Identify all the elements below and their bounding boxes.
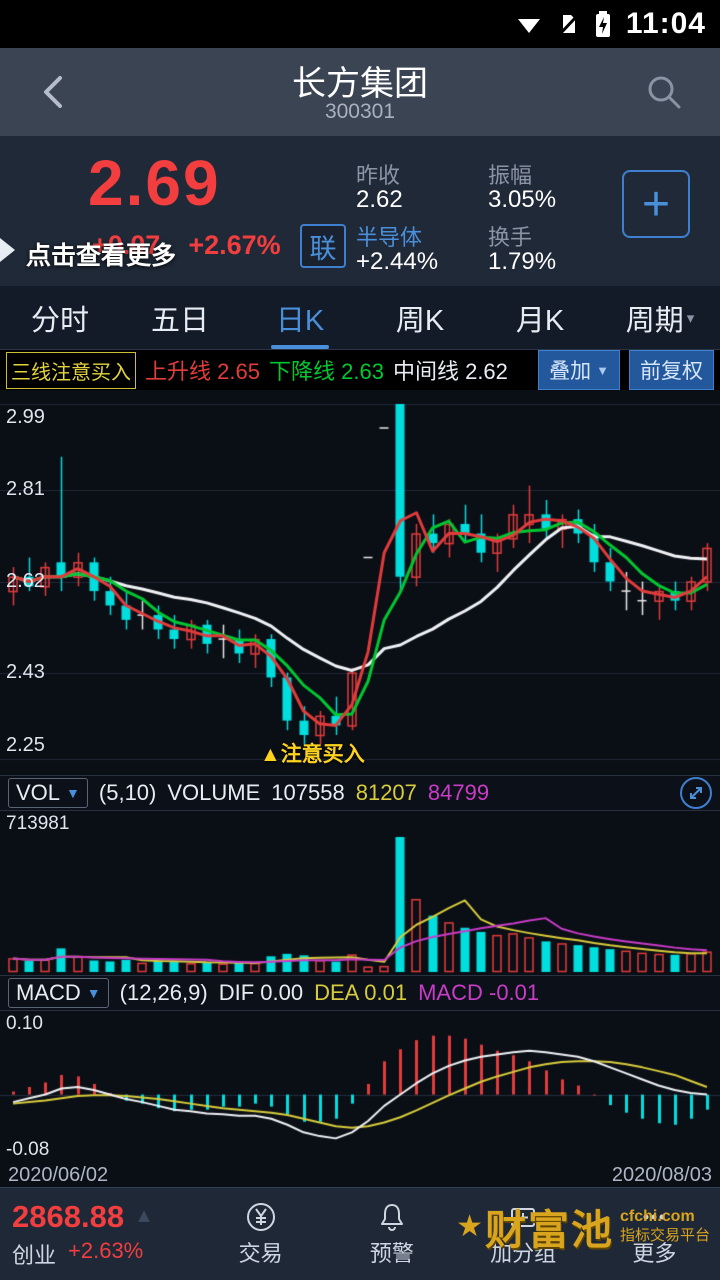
vol-indicator-selector[interactable]: VOL ▼ [8, 778, 88, 808]
macd-chart[interactable] [0, 1011, 720, 1163]
dif-pair: DIF 0.00 [218, 980, 304, 1005]
add-group-icon [507, 1201, 539, 1233]
status-bar: 11:04 [0, 0, 720, 48]
caret-down-icon: ▼ [86, 985, 101, 1001]
more-icon [638, 1201, 670, 1233]
buy-signal-marker: ▲注意买入 [260, 743, 365, 766]
up-line-label: 上升线 2.65 [145, 359, 260, 384]
quote-panel: 2.69 +0.07 +2.67% 点击查看更多 联 昨收 振幅 2.62 3.… [0, 136, 720, 286]
stat-value: 2.62 [356, 186, 403, 213]
volume-pane: 713981 [0, 811, 720, 975]
stat-value: 1.79% [488, 248, 557, 275]
macd-indicator-selector[interactable]: MACD ▼ [8, 978, 109, 1008]
down-line-label: 下降线 2.63 [268, 359, 384, 384]
vol-label: VOLUME [167, 780, 261, 805]
vol-value: 107558 [271, 780, 345, 805]
nav-item-trade[interactable]: 交易 [195, 1201, 326, 1268]
mid-line-label: 中间线 2.62 [392, 359, 508, 384]
price-axis-label: 2.81 [6, 478, 45, 500]
tab-zhouk[interactable]: 周K [395, 304, 445, 337]
add-to-watchlist-button[interactable]: + [622, 170, 690, 238]
stat-value: 3.05% [488, 186, 557, 213]
vol-header: VOL ▼ (5,10) VOLUME 107558 81207 84799 [0, 775, 720, 811]
volume-chart[interactable] [0, 811, 720, 975]
bottom-nav: 2868.88 ▲ 创业 +2.63% 交易 预警 加分组 更多 ★ 财富池 [0, 1187, 720, 1280]
tab-zhouqi[interactable]: 周期 ▾ [625, 304, 695, 337]
nav-item-add-group[interactable]: 加分组 [458, 1201, 589, 1268]
vol-params: (5,10) [98, 780, 157, 805]
tab-yuek[interactable]: 月K [515, 304, 565, 337]
change-amount: +0.07 [92, 230, 161, 260]
back-button[interactable] [32, 70, 76, 114]
adjust-mode-button[interactable]: 前复权 [629, 350, 714, 390]
bell-icon [376, 1201, 408, 1233]
tab-underline [271, 345, 329, 349]
index-quote[interactable]: 2868.88 ▲ 创业 +2.63% [0, 1199, 195, 1270]
index-name: 创业 [12, 1242, 57, 1268]
stat-label: 换手 [488, 225, 533, 250]
macd-top-label: 0.10 [6, 1013, 43, 1034]
clock-time: 11:04 [625, 7, 706, 40]
index-value: 2868.88 [12, 1198, 125, 1234]
sector-link[interactable]: 半导体 [356, 225, 423, 250]
kline-chart[interactable] [0, 390, 720, 775]
see-more-hint[interactable]: 点击查看更多 [26, 242, 177, 270]
battery-charging-icon [594, 10, 612, 38]
caret-down-icon: ▼ [66, 785, 80, 801]
caret-down-icon: ▼ [596, 362, 609, 378]
tab-fenshi[interactable]: 分时 [30, 304, 89, 337]
macd-params: (12,26,9) [119, 980, 208, 1005]
search-icon[interactable] [642, 70, 686, 114]
header: 长方集团 300301 [0, 48, 720, 136]
price-axis-label: 2.99 [6, 406, 45, 428]
stock-code: 300301 [324, 100, 396, 123]
vol-ma10-value: 84799 [427, 780, 490, 805]
hint-wedge-icon [0, 238, 15, 262]
macd-bottom-label: -0.08 [6, 1139, 50, 1160]
price-change: +0.07 +2.67% [92, 230, 281, 261]
indicator-bar: 三线注意买入 上升线 2.65 下降线 2.63 中间线 2.62 叠加 ▼ 前… [0, 350, 720, 390]
wifi-icon [516, 11, 542, 37]
date-axis: 2020/06/02 2020/08/03 [0, 1163, 720, 1187]
linked-stock-badge[interactable]: 联 [300, 224, 346, 268]
page-title: 长方集团 [292, 65, 428, 103]
price-axis-label: 2.43 [6, 661, 45, 683]
vol-ma5-value: 81207 [355, 780, 417, 805]
macd-pair: MACD -0.01 [418, 980, 540, 1005]
last-price: 2.69 [88, 147, 221, 219]
triangle-up-icon: ▲ [134, 1205, 154, 1227]
macd-header: MACD ▼ (12,26,9) DIF 0.00 DEA 0.01 MACD … [0, 975, 720, 1011]
dea-pair: DEA 0.01 [314, 980, 408, 1005]
no-sim-icon [556, 11, 580, 37]
caret-down-icon: ▾ [686, 309, 695, 327]
stat-label: 昨收 [356, 163, 401, 188]
quote-stats: 昨收 振幅 2.62 3.05% 半导体 换手 +2.44% 1.79% [356, 158, 620, 282]
stat-label: 振幅 [488, 163, 533, 188]
fullscreen-icon[interactable] [680, 777, 712, 809]
price-axis-label: 2.62 [6, 570, 45, 592]
vol-max-label: 713981 [6, 813, 70, 834]
stat-value: +2.44% [356, 248, 439, 275]
yen-circle-icon [245, 1201, 277, 1233]
macd-pane: 0.10 -0.08 [0, 1011, 720, 1163]
end-date: 2020/08/03 [611, 1163, 712, 1186]
index-percent: +2.63% [68, 1237, 144, 1263]
overlay-button[interactable]: 叠加 ▼ [538, 350, 620, 390]
signal-badge[interactable]: 三线注意买入 [6, 351, 136, 389]
period-tabs: 分时 五日 日K 周K 月K 周期 ▾ [0, 286, 720, 350]
tab-rik[interactable]: 日K [240, 286, 360, 349]
start-date: 2020/06/02 [8, 1163, 109, 1186]
nav-item-more[interactable]: 更多 [589, 1201, 720, 1268]
tab-wuri[interactable]: 五日 [150, 304, 209, 337]
price-axis-label: 2.25 [6, 734, 45, 756]
kline-pane: 2.99 2.81 2.62 2.43 2.25 ▲注意买入 [0, 390, 720, 775]
change-percent: +2.67% [188, 230, 281, 260]
nav-item-alert[interactable]: 预警 [326, 1201, 457, 1268]
